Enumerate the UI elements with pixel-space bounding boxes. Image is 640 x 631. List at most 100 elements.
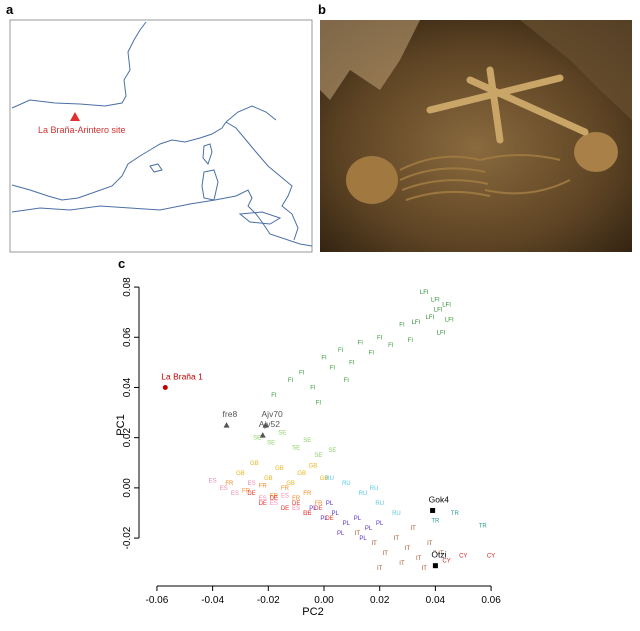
annotation-label: Ajv52 [259, 419, 281, 429]
data-point: PL [376, 521, 384, 527]
data-point: SE [253, 436, 261, 442]
data-point: GB [250, 461, 259, 467]
data-point: FI [271, 393, 277, 399]
data-point: TR [431, 519, 440, 525]
data-point: SE [303, 438, 311, 444]
data-point: CY [459, 554, 467, 560]
data-point: GB [320, 476, 329, 482]
data-point: DE [270, 496, 278, 502]
data-point: SE [278, 431, 286, 437]
data-point: DE [247, 491, 255, 497]
annotation-label: Gok4 [429, 494, 450, 504]
data-point: SE [267, 441, 275, 447]
panel-label: a [6, 2, 14, 17]
data-point: DE [325, 516, 333, 522]
data-point: FR [303, 491, 312, 497]
annotated-point [162, 384, 168, 390]
data-point: FI [338, 348, 344, 354]
data-point: PL [359, 536, 367, 542]
data-point: FR [242, 488, 251, 494]
data-point: PL [354, 516, 362, 522]
data-point: DE [259, 501, 267, 507]
annotated-point [259, 432, 266, 438]
data-point: PL [331, 511, 339, 517]
data-point: FI [349, 360, 355, 366]
data-point: FI [408, 338, 414, 344]
data-point: FI [358, 340, 364, 346]
data-point: FR [225, 481, 234, 487]
panel-label: b [318, 2, 326, 17]
annotated-point [262, 422, 269, 428]
data-point: LFI [425, 315, 434, 321]
data-point: IT [399, 561, 405, 567]
x-tick-label: 0.06 [481, 595, 501, 606]
data-point: LFI [420, 290, 429, 296]
y-tick-label: -0.02 [122, 526, 133, 549]
data-point: CY [442, 559, 450, 565]
data-point: PL [365, 526, 373, 532]
x-tick-label: 0.04 [426, 595, 446, 606]
annotation-label: La Braña 1 [161, 371, 203, 381]
data-point: PL [309, 506, 317, 512]
data-point: LFI [434, 308, 443, 314]
y-tick-label: 0.04 [122, 377, 133, 397]
data-point: FI [330, 365, 336, 371]
data-point: IT [427, 541, 433, 547]
data-point: FR [270, 493, 279, 499]
data-point: ES [292, 506, 300, 512]
data-point: FR [292, 496, 301, 502]
data-point: FR [314, 501, 323, 507]
data-point: FI [321, 355, 327, 361]
data-point: IT [394, 536, 400, 542]
data-point: GB [275, 466, 284, 472]
site-label: La Braña-Arintero site [38, 125, 126, 135]
data-point: FI [299, 370, 305, 376]
data-point: ES [209, 478, 217, 484]
data-point: FI [369, 350, 375, 356]
data-point: IT [371, 541, 377, 547]
data-point: FI [288, 378, 294, 384]
data-point: LFI [445, 318, 454, 324]
data-point: TR [451, 511, 460, 517]
data-point: GB [264, 476, 273, 482]
data-point: FI [310, 385, 316, 391]
y-tick-label: 0.00 [122, 478, 133, 498]
data-point: GB [286, 481, 295, 487]
data-point: IT [355, 531, 361, 537]
data-point: ES [220, 486, 228, 492]
data-point: TR [479, 524, 488, 530]
annotated-point [432, 563, 438, 569]
data-point: DE [303, 511, 311, 517]
data-point: FI [377, 335, 383, 341]
data-point: IT [416, 556, 422, 562]
annotated-point [223, 422, 230, 428]
annotation-label: Ötzi [431, 550, 446, 560]
data-point: ES [281, 493, 289, 499]
x-tick-label: -0.04 [201, 595, 224, 606]
data-point: LFI [437, 330, 446, 336]
data-point: GB [309, 463, 318, 469]
data-point: RU [370, 486, 379, 492]
x-tick-label: -0.06 [146, 595, 169, 606]
data-point: ES [270, 501, 278, 507]
panel-label: c [118, 256, 125, 271]
data-point: CY [487, 554, 495, 560]
data-point: SE [314, 453, 322, 459]
data-point: FI [388, 343, 394, 349]
data-point: IT [422, 566, 428, 572]
data-point: ES [259, 496, 267, 502]
data-point: RU [392, 511, 401, 517]
map: La Braña-Arintero site [9, 19, 313, 253]
data-point: FI [316, 401, 322, 407]
data-point: LFI [442, 303, 451, 309]
data-point: FR [259, 483, 268, 489]
data-point: GB [236, 471, 245, 477]
data-point: FR [281, 486, 290, 492]
data-point: IT [410, 526, 416, 532]
x-axis-title: PC2 [302, 606, 323, 618]
y-tick-label: 0.02 [122, 428, 133, 448]
data-point: GB [297, 471, 306, 477]
annotation-label: Ajv70 [262, 409, 284, 419]
data-point: DE [281, 506, 289, 512]
